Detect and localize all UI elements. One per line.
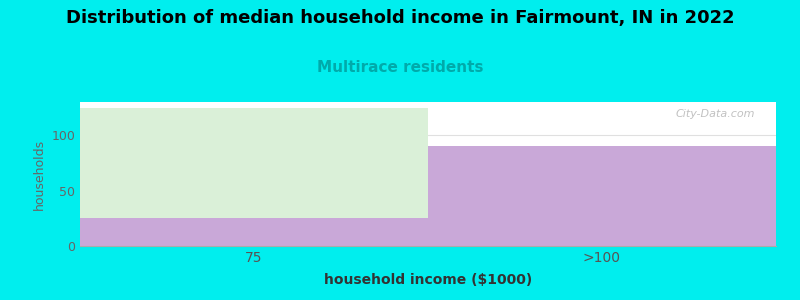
X-axis label: household income ($1000): household income ($1000) [324,273,532,287]
Bar [80,107,428,218]
Text: City-Data.com: City-Data.com [676,109,755,119]
Text: Distribution of median household income in Fairmount, IN in 2022: Distribution of median household income … [66,9,734,27]
Bar [428,146,776,246]
Bar [80,218,428,246]
Text: Multirace residents: Multirace residents [317,60,483,75]
Y-axis label: households: households [33,138,46,210]
